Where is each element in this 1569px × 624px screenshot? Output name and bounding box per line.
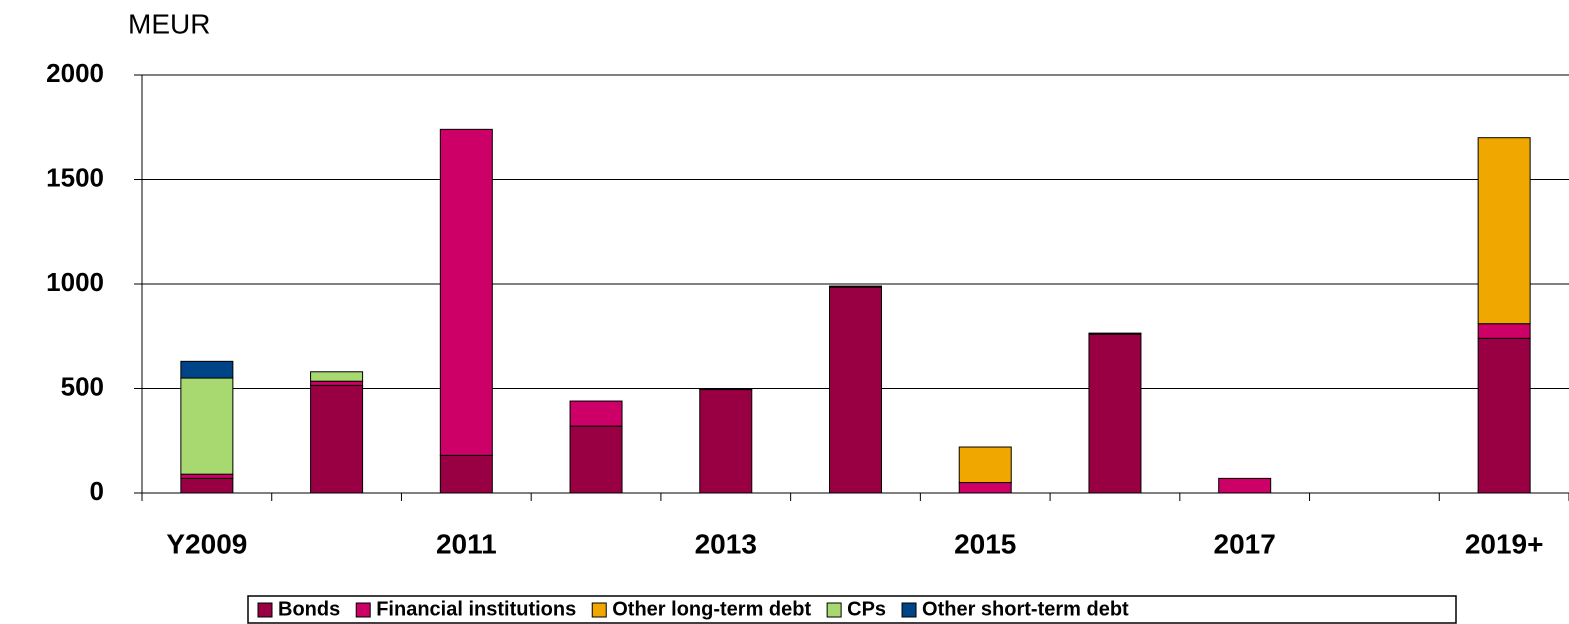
bar-segment [180,377,234,475]
bar-segment [699,389,753,494]
legend-label: Financial institutions [376,598,576,620]
y-tick-label: 0 [90,476,104,506]
bar-segment [1477,323,1531,339]
x-tick-label: 2017 [1214,528,1276,559]
bar-segment [569,425,623,494]
legend: Bonds Financial institutions Other long-te… [247,595,1457,624]
x-tick-label: 2013 [695,528,757,559]
bar-segment [699,388,753,391]
bar-segment [1477,337,1531,494]
y-tick-label: 2000 [46,58,104,88]
bar-segment [958,482,1012,494]
x-tick-label: 2019+ [1465,528,1544,559]
legend-swatch [355,602,371,618]
bar-segment [1088,333,1142,494]
x-tick-label: Y2009 [166,528,247,559]
bar-segment [180,360,234,379]
x-tick-label: 2015 [954,528,1016,559]
bar-segment [439,128,493,456]
legend-swatch [591,602,607,618]
bar-segment [310,371,364,382]
legend-label: CPs [847,598,886,620]
bar-segment [958,446,1012,484]
bar-segment [439,454,493,494]
y-tick-label: 500 [61,371,104,401]
legend-label: Other long-term debt [612,598,811,620]
legend-box [247,595,1457,624]
bar-segment [1477,137,1531,325]
bar-segment [569,400,623,427]
x-tick-label: 2011 [436,528,497,559]
legend-swatch [826,602,842,618]
legend-label: Other short-term debt [922,598,1129,620]
bar-segment [1088,332,1142,335]
legend-swatch [257,602,273,618]
y-axis-label: MEUR [128,8,210,39]
y-tick-label: 1500 [46,162,104,192]
bar-segment [180,477,234,494]
legend-swatch [901,602,917,618]
y-tick-label: 1000 [46,267,104,297]
bar-segment [180,473,234,479]
bar-segment [310,384,364,494]
legend-label: Bonds [278,598,340,620]
bar-segment [310,380,364,386]
bar-segment [829,286,882,494]
bar-segment [1218,477,1272,494]
bar-segment [829,285,882,288]
